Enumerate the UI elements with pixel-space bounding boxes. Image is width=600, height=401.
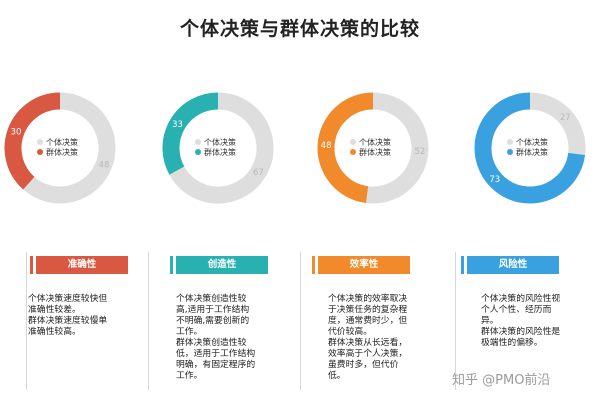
card-text: 个体决策的风险性视 个人个性、经历而 异。 群体决策的风险性是 极端性的偏移。 <box>481 294 561 348</box>
legend-label-group: 群体决策 <box>46 147 78 157</box>
data-label-individual: 52 <box>414 147 425 157</box>
data-label-group: 33 <box>172 120 183 130</box>
card-label: 风险性 <box>467 256 559 274</box>
legend-dot-group <box>195 149 201 155</box>
card-label: 效率性 <box>318 256 410 274</box>
card-tick <box>30 256 33 274</box>
card-text: 个体决策速度较快但 准确性较差。 群体决策速度较慢单 准确性较高。 <box>28 294 108 337</box>
legend-dot-individual <box>350 139 356 145</box>
legend-dot-individual <box>195 139 201 145</box>
card-tick <box>170 256 173 274</box>
card-accuracy: 准确性 个体决策速度较快但 准确性较差。 群体决策速度较慢单 准确性较高。 <box>26 248 136 393</box>
data-label-individual: 27 <box>560 113 571 123</box>
data-label-individual: 48 <box>99 161 110 171</box>
slice-group <box>474 92 586 204</box>
card-creativity: 创造性 个体决策创造性较 高,适用于工作结构 不明确,需要创新的 工作。 群体决… <box>148 248 268 393</box>
card-risk: 风险性 个体决策的风险性视 个人个性、经历而 异。 群体决策的风险性是 极端性的… <box>455 248 565 393</box>
legend-dot-individual <box>37 139 43 145</box>
data-label-individual: 67 <box>253 168 264 178</box>
legend-label-individual: 个体决策 <box>359 137 391 147</box>
data-label-group: 73 <box>489 175 500 185</box>
legend-label-group: 群体决策 <box>359 147 391 157</box>
card-divider <box>148 252 149 390</box>
data-label-group: 48 <box>321 141 332 151</box>
card-tick <box>461 256 464 274</box>
card-divider <box>26 252 27 390</box>
card-text: 个体决策的效率取决 于决策任务的复杂程 度，通常费时少，但 代价较高。 群体决策… <box>328 294 408 381</box>
slice-group <box>162 92 219 175</box>
slice-individual <box>529 92 586 155</box>
card-tick <box>312 256 315 274</box>
legend-dot-individual <box>507 139 513 145</box>
legend-label-individual: 个体决策 <box>204 137 236 147</box>
legend-dot-group <box>37 149 43 155</box>
slice-individual <box>366 92 429 204</box>
legend-dot-group <box>507 149 513 155</box>
legend-label-individual: 个体决策 <box>46 137 78 147</box>
slice-individual <box>23 92 116 204</box>
card-label: 创造性 <box>176 256 268 274</box>
watermark: 知乎 @PMO前沿 <box>452 373 551 388</box>
legend-label-individual: 个体决策 <box>516 137 548 147</box>
slice-individual <box>169 92 274 204</box>
slice-group <box>317 92 374 204</box>
card-efficiency: 效率性 个体决策的效率取决 于决策任务的复杂程 度，通常费时少，但 代价较高。 … <box>300 248 410 393</box>
legend-dot-group <box>350 149 356 155</box>
data-label-group: 30 <box>11 127 22 137</box>
card-divider <box>300 252 301 390</box>
card-label: 准确性 <box>36 256 128 274</box>
page-title: 个体决策与群体决策的比较 <box>179 18 420 40</box>
slice-group <box>4 92 61 190</box>
legend-label-group: 群体决策 <box>516 147 548 157</box>
card-text: 个体决策创造性较 高,适用于工作结构 不明确,需要创新的 工作。 群体决策创造性… <box>176 294 256 381</box>
card-divider <box>455 252 456 390</box>
legend-label-group: 群体决策 <box>204 147 236 157</box>
